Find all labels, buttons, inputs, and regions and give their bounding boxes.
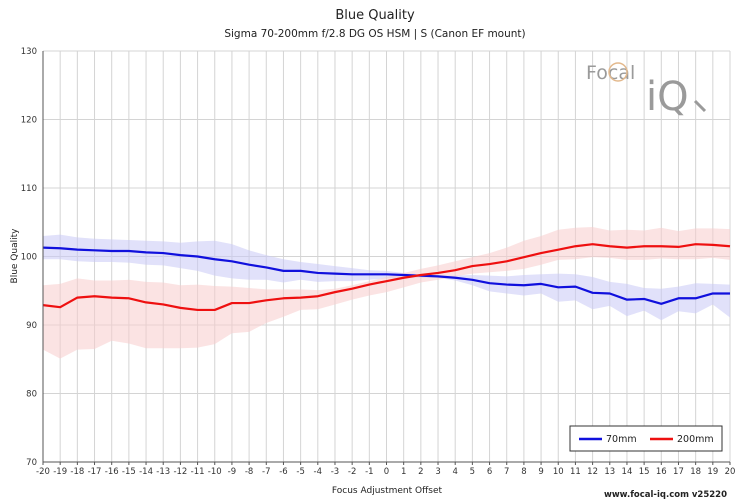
x-tick-label: 7 xyxy=(504,467,509,477)
x-tick-label: -12 xyxy=(173,467,187,477)
x-tick-label: 6 xyxy=(487,467,492,477)
chart-subtitle: Sigma 70-200mm f/2.8 DG OS HSM | S (Cano… xyxy=(224,28,525,40)
legend-label-200mm: 200mm xyxy=(677,434,714,445)
y-tick-label: 130 xyxy=(21,47,37,57)
x-tick-label: -10 xyxy=(208,467,222,477)
axes: -20 -19 -18 -17 -16 -15 -14 -13 -12 -11 -10 -9 -8 -7-… xyxy=(21,47,736,477)
focal-iq-logo: Focal iQ xyxy=(586,62,707,120)
series-lines xyxy=(42,243,731,312)
x-tick-label: -20 xyxy=(36,467,50,477)
x-tick-label: -19 xyxy=(53,467,67,477)
band-200mm xyxy=(43,227,730,359)
x-tick-label: 11 xyxy=(570,467,581,477)
chart-title: Blue Quality xyxy=(335,8,415,23)
x-tick-label: 16 xyxy=(656,467,667,477)
x-tick-label: -11 xyxy=(191,467,205,477)
x-tick-label: 19 xyxy=(707,467,718,477)
y-tick-label: 90 xyxy=(26,321,37,331)
confidence-bands xyxy=(43,227,730,359)
x-tick-label: -17 xyxy=(88,467,102,477)
x-tick-label: -9 xyxy=(228,467,236,477)
x-tick-label: 20 xyxy=(725,467,736,477)
x-tick-label: 15 xyxy=(639,467,650,477)
y-tick-label: 120 xyxy=(21,116,37,126)
logo-text-focal: Focal xyxy=(586,62,635,84)
x-tick-label: -5 xyxy=(296,467,304,477)
x-tick-label: -18 xyxy=(70,467,84,477)
x-tick-label: 0 xyxy=(384,467,389,477)
x-tick-label: 4 xyxy=(452,467,457,477)
y-tick-label: 70 xyxy=(26,458,37,468)
y-tick-label: 110 xyxy=(21,184,37,194)
y-tick-label: 100 xyxy=(21,253,37,263)
logo-magnifier-icon xyxy=(693,99,707,113)
x-tick-label: -1 xyxy=(365,467,373,477)
x-tick-label: 9 xyxy=(538,467,543,477)
x-tick-label: -6 xyxy=(279,467,287,477)
x-tick-label: 12 xyxy=(587,467,598,477)
x-tick-label: -15 xyxy=(122,467,136,477)
y-tick-label: 80 xyxy=(26,390,37,400)
x-tick-label: 14 xyxy=(622,467,633,477)
x-tick-label: -2 xyxy=(348,467,356,477)
x-tick-label: 10 xyxy=(553,467,564,477)
x-tick-label: 18 xyxy=(690,467,701,477)
x-tick-label: -8 xyxy=(245,467,253,477)
x-tick-label: -3 xyxy=(331,467,339,477)
legend: 70mm 200mm xyxy=(569,425,723,452)
x-tick-label: 13 xyxy=(604,467,615,477)
x-tick-label: -13 xyxy=(156,467,170,477)
x-axis-label: Focus Adjustment Offset xyxy=(332,486,443,496)
x-tick-label: 17 xyxy=(673,467,684,477)
x-tick-label: 3 xyxy=(435,467,440,477)
footer-credit: www.focal-iq.com v25220 xyxy=(604,490,727,500)
x-tick-label: -4 xyxy=(314,467,322,477)
x-tick-label: 1 xyxy=(401,467,406,477)
x-tick-label: 2 xyxy=(418,467,423,477)
x-tick-label: -7 xyxy=(262,467,270,477)
x-tick-label: 8 xyxy=(521,467,526,477)
logo-ring-icon xyxy=(608,62,628,82)
x-tick-label: -16 xyxy=(105,467,119,477)
x-tick-label: 5 xyxy=(470,467,475,477)
x-tick-label: -14 xyxy=(139,467,153,477)
logo-text-iq: iQ xyxy=(646,74,689,120)
y-axis-label: Blue Quality xyxy=(10,228,20,284)
legend-label-70mm: 70mm xyxy=(606,434,637,445)
